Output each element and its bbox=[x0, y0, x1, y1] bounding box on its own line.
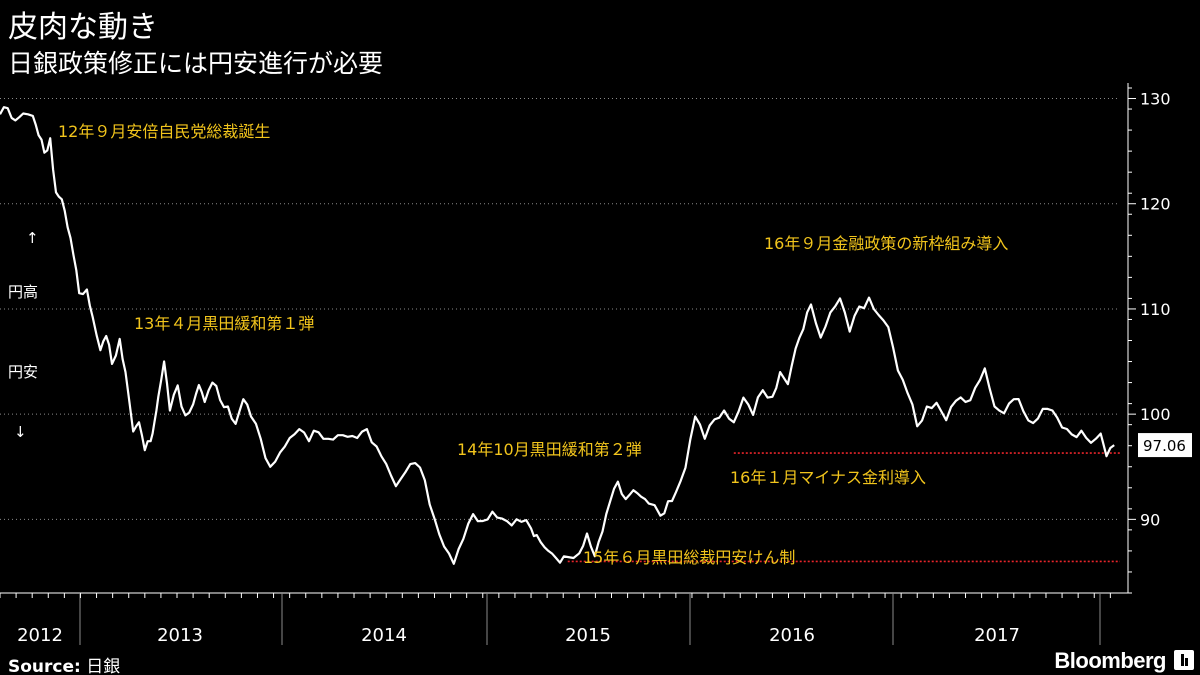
y-tick-label-110: 110 bbox=[1140, 300, 1171, 319]
source-value: 日銀 bbox=[86, 657, 121, 675]
side-labels: ↑ 円高 円安 ↓ bbox=[8, 229, 39, 441]
annotation-4: 16年１月マイナス金利導入 bbox=[730, 468, 926, 487]
x-axis: 2012 2013 2014 2015 2016 2017 bbox=[0, 592, 1128, 646]
y-tick-label-130: 130 bbox=[1140, 90, 1171, 109]
last-value-badge: 97.06 bbox=[1138, 433, 1192, 458]
down-arrow-icon: ↓ bbox=[14, 423, 27, 441]
annotation-5: 16年９月金融政策の新枠組み導入 bbox=[764, 234, 1008, 253]
annotation-3: 15年６月黒田総裁円安けん制 bbox=[583, 548, 795, 567]
x-tick-label-2014: 2014 bbox=[361, 625, 407, 646]
chart-title: 皮肉な動き bbox=[8, 10, 158, 45]
annotation-1: 13年４月黒田緩和第１弾 bbox=[134, 314, 314, 333]
weak-yen-label: 円安 bbox=[8, 363, 38, 381]
up-arrow-icon: ↑ bbox=[26, 229, 39, 247]
x-tick-label-2015: 2015 bbox=[565, 625, 611, 646]
chart-subtitle: 日銀政策修正には円安進行が必要 bbox=[8, 49, 384, 78]
x-tick-label-2016: 2016 bbox=[769, 625, 815, 646]
x-tick-label-2017: 2017 bbox=[974, 625, 1020, 646]
bloomberg-icon bbox=[1174, 650, 1194, 670]
y-tick-label-120: 120 bbox=[1140, 195, 1171, 214]
last-value-text: 97.06 bbox=[1143, 437, 1186, 455]
x-tick-label-2012: 2012 bbox=[17, 625, 63, 646]
last-value-badge-bg bbox=[1138, 433, 1192, 458]
grid-lines bbox=[0, 98, 1120, 520]
source-note: Source: 日銀 bbox=[8, 652, 120, 675]
annotations: 12年９月安倍自民党総裁誕生 13年４月黒田緩和第１弾 14年10月黒田緩和第２弾 1… bbox=[58, 122, 1008, 567]
source-label: Source: bbox=[8, 657, 81, 675]
y-tick-label-100: 100 bbox=[1140, 405, 1171, 424]
x-tick-label-2013: 2013 bbox=[157, 625, 203, 646]
brand-logo: Bloomberg bbox=[1054, 648, 1166, 673]
reference-lines bbox=[567, 452, 1120, 563]
annotation-0: 12年９月安倍自民党総裁誕生 bbox=[58, 122, 270, 141]
y-axis: 130 120 110 100 90 bbox=[1127, 83, 1171, 594]
series-line bbox=[0, 106, 1115, 565]
strong-yen-label: 円高 bbox=[8, 283, 38, 301]
y-tick-label-90: 90 bbox=[1140, 510, 1160, 529]
annotation-2: 14年10月黒田緩和第２弾 bbox=[457, 440, 642, 459]
